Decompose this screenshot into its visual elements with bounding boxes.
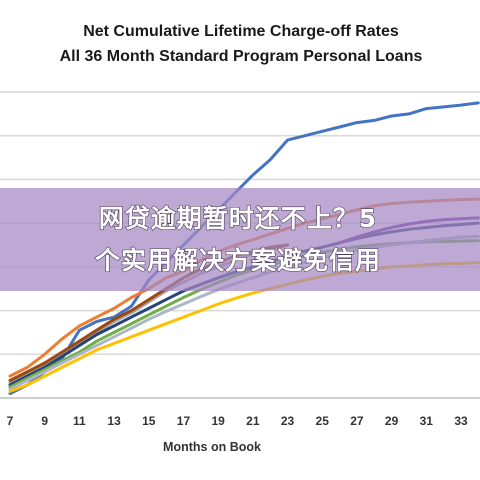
x-tick-label: 17: [177, 414, 191, 428]
x-tick-label: 33: [454, 414, 468, 428]
x-tick-label: 21: [246, 414, 260, 428]
x-tick-label: 15: [142, 414, 156, 428]
x-axis-label: Months on Book: [163, 440, 261, 454]
x-tick-label: 13: [107, 414, 121, 428]
series-line-1: [8, 101, 480, 396]
x-tick-label: 7: [7, 414, 14, 428]
x-tick-label: 11: [73, 414, 86, 428]
overlay-banner-line2: 个实用解决方案避免信用: [95, 246, 381, 275]
x-tick-label: 19: [211, 414, 225, 428]
overlay-banner-line1: 网贷逾期暂时还不上？5: [99, 204, 377, 233]
x-tick-label: 29: [385, 414, 399, 428]
chart-title-line2: All 36 Month Standard Program Personal L…: [60, 48, 423, 65]
x-tick-label: 25: [316, 414, 330, 428]
chart-title-line1: Net Cumulative Lifetime Charge-off Rates: [83, 23, 399, 40]
x-tick-labels: 7 9 11 13 15 17 19 21 23 25 27 29 31 33: [7, 414, 468, 428]
x-tick-label: 9: [41, 414, 48, 428]
x-tick-label: 27: [350, 414, 364, 428]
x-tick-label: 31: [420, 414, 434, 428]
overlay-banner-background: [0, 188, 480, 291]
x-tick-label: 23: [281, 414, 295, 428]
overlay-banner: 网贷逾期暂时还不上？5 个实用解决方案避免信用: [0, 188, 480, 291]
